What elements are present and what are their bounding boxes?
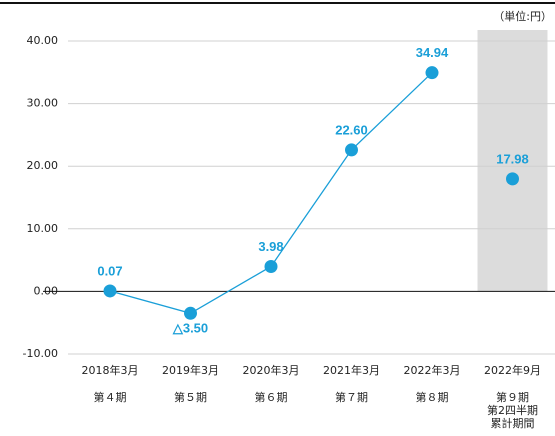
period-label: 第６期: [255, 390, 288, 404]
value-label: 17.98: [496, 151, 529, 166]
x-tick-label: 2019年3月: [162, 363, 219, 377]
x-tick-label: 2020年3月: [243, 363, 300, 377]
period-label: 累計期間: [491, 416, 535, 430]
period-label: 第９期: [496, 390, 529, 404]
point: [345, 143, 358, 157]
y-tick-label: -10.00: [23, 347, 58, 360]
value-label: 22.60: [335, 122, 368, 137]
point: [184, 306, 197, 320]
x-tick-label: 2021年3月: [323, 363, 380, 377]
value-label: 34.94: [416, 45, 449, 60]
value-label: △3.50: [172, 321, 208, 336]
period-label: 第４期: [94, 390, 127, 404]
point: [264, 259, 278, 273]
x-tick-label: 2018年3月: [82, 363, 139, 377]
y-tick-label: 30.00: [27, 97, 59, 110]
point: [425, 66, 439, 80]
period-label: 第2四半期: [487, 403, 538, 417]
unit-label: （単位:円）: [493, 9, 552, 23]
x-tick-label: 2022年9月: [484, 363, 541, 377]
x-tick-label: 2022年3月: [404, 363, 461, 377]
point: [506, 172, 519, 186]
y-tick-label: 20.00: [27, 159, 59, 172]
shaded-period: [477, 30, 548, 292]
value-label: 0.07: [97, 263, 122, 278]
value-label: 3.98: [258, 239, 283, 254]
period-label: 第５期: [174, 390, 207, 404]
line: [109, 72, 433, 315]
y-tick-label: 40.00: [27, 34, 59, 47]
period-label: 第７期: [335, 390, 368, 404]
y-tick-label: 10.00: [27, 222, 59, 235]
period-label: 第８期: [416, 390, 449, 404]
point: [103, 284, 117, 298]
